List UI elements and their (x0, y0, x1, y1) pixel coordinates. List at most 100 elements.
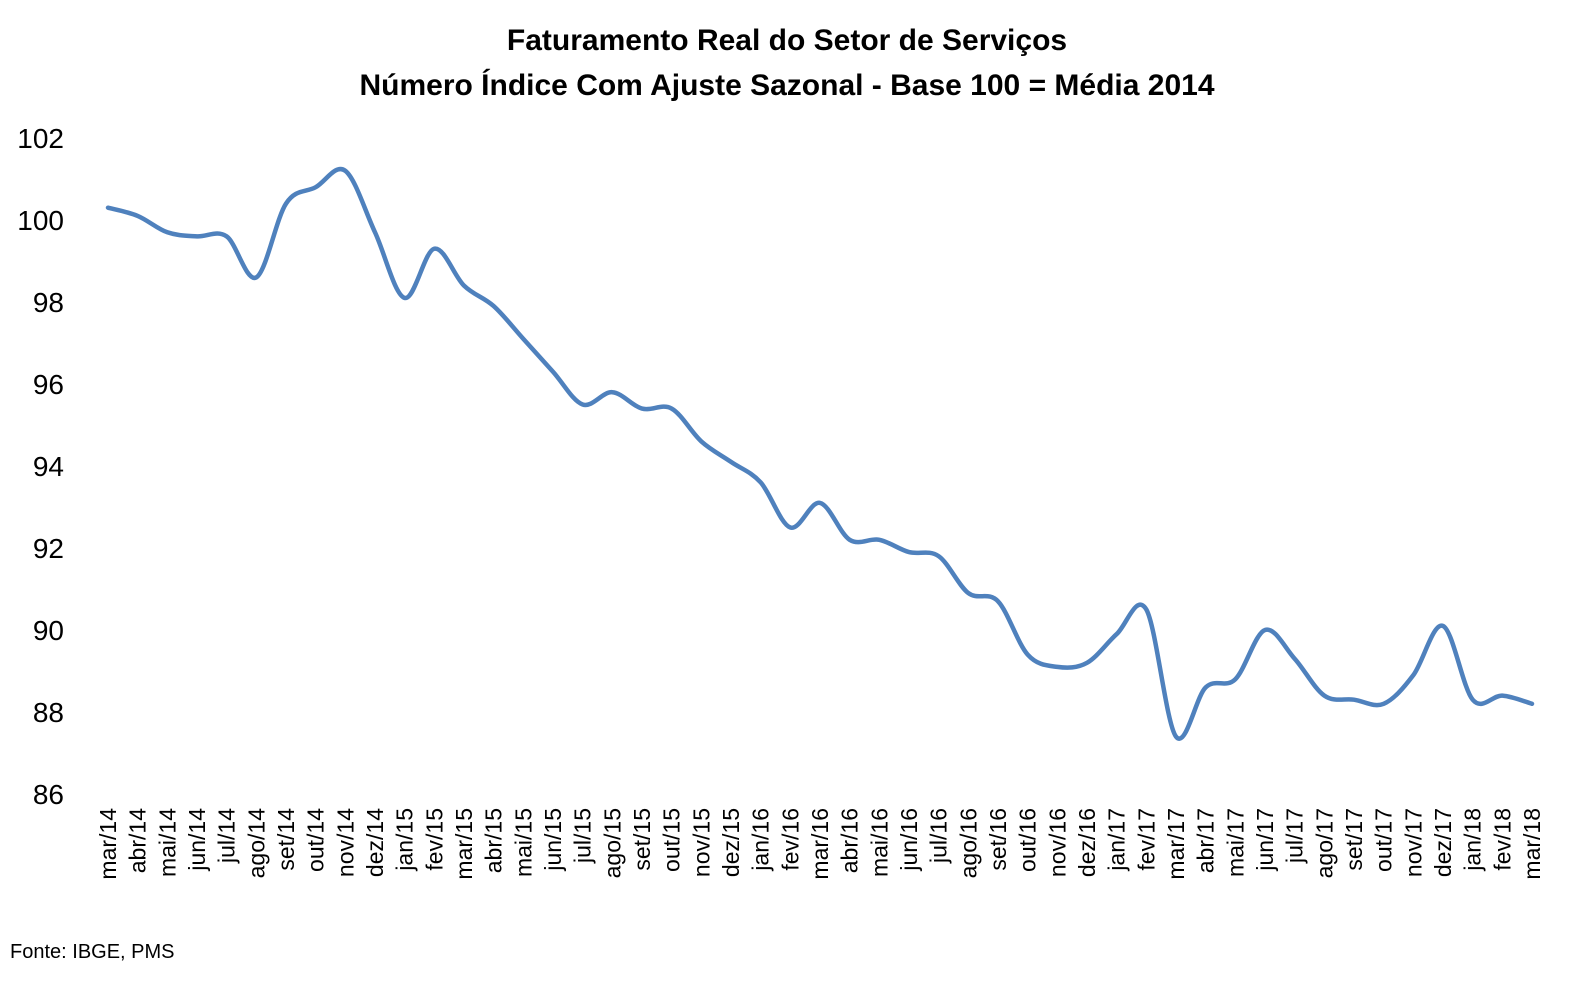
y-tick-label: 88 (33, 697, 64, 728)
data-point (906, 549, 912, 555)
data-point (995, 598, 1001, 604)
data-point (105, 205, 111, 211)
x-tick-label: jan/16 (748, 808, 774, 872)
data-point (1440, 623, 1446, 629)
x-tick-label: abr/15 (481, 808, 507, 873)
x-tick-label: ago/15 (599, 808, 625, 878)
y-axis: 86 88 90 92 94 96 98 100 102 (17, 123, 64, 810)
x-tick-label: mai/16 (866, 808, 892, 877)
chart-subtitle: Número Índice Com Ajuste Sazonal - Base … (359, 68, 1214, 102)
x-tick-label: set/17 (1341, 808, 1367, 871)
x-tick-label: dez/17 (1430, 808, 1456, 877)
x-tick-label: out/17 (1371, 808, 1397, 872)
data-point (698, 438, 704, 444)
y-tick-label: 96 (33, 369, 64, 400)
x-tick-label: jan/17 (1104, 808, 1130, 872)
data-point (520, 336, 526, 342)
data-point (1470, 697, 1476, 703)
x-tick-label: jun/16 (896, 808, 922, 872)
data-point (876, 537, 882, 543)
data-point (609, 389, 615, 395)
data-point (342, 168, 348, 174)
data-point (1232, 676, 1238, 682)
data-point (431, 246, 437, 252)
data-point (1321, 693, 1327, 699)
x-tick-label: mar/14 (95, 808, 121, 880)
x-tick-label: mai/15 (510, 808, 536, 877)
data-point (1351, 697, 1357, 703)
data-point (491, 303, 497, 309)
data-point (253, 274, 259, 280)
data-point (1292, 656, 1298, 662)
x-tick-label: abr/17 (1193, 808, 1219, 873)
x-tick-label: mar/15 (451, 808, 477, 880)
x-tick-label: jun/15 (540, 808, 566, 872)
x-tick-label: mar/18 (1519, 808, 1545, 880)
data-point (1410, 672, 1416, 678)
data-point (1529, 701, 1535, 707)
data-point (669, 406, 675, 412)
y-tick-label: 92 (33, 533, 64, 564)
x-tick-label: jul/15 (570, 808, 596, 864)
chart-title: Faturamento Real do Setor de Serviços (507, 24, 1067, 57)
x-tick-label: jul/16 (926, 808, 952, 864)
x-tick-label: fev/17 (1133, 808, 1159, 871)
data-point (283, 201, 289, 207)
source-note: Fonte: IBGE, PMS (10, 941, 175, 963)
x-tick-label: ago/16 (955, 808, 981, 878)
x-tick-label: jun/14 (184, 808, 210, 872)
data-point (372, 229, 378, 235)
x-axis: mar/14 abr/14 mai/14 jun/14 jul/14 ago/14 set/… (95, 808, 1545, 880)
data-point (936, 553, 942, 559)
data-point (847, 537, 853, 543)
data-point (580, 402, 586, 408)
x-tick-label: set/16 (985, 808, 1011, 871)
x-tick-label: out/16 (1015, 808, 1041, 872)
data-point (135, 213, 141, 219)
data-point (550, 369, 556, 375)
x-tick-label: fev/18 (1489, 808, 1515, 871)
x-tick-label: jan/18 (1460, 808, 1486, 872)
data-point (313, 184, 319, 190)
x-tick-label: out/14 (303, 808, 329, 872)
y-tick-label: 86 (33, 779, 64, 810)
data-point (194, 233, 200, 239)
data-point (1084, 660, 1090, 666)
x-tick-label: nov/15 (688, 808, 714, 877)
data-point (1114, 631, 1120, 637)
data-point (1025, 652, 1031, 658)
data-point (639, 406, 645, 412)
x-tick-label: ago/14 (243, 808, 269, 879)
data-point (1143, 607, 1149, 613)
x-tick-label: jan/15 (392, 808, 418, 872)
data-point (728, 459, 734, 465)
x-tick-label: mai/14 (154, 808, 180, 877)
x-tick-label: set/14 (273, 808, 299, 871)
data-point (1054, 664, 1060, 670)
data-point (1381, 701, 1387, 707)
x-tick-label: nov/16 (1044, 808, 1070, 877)
x-tick-label: dez/14 (362, 808, 388, 877)
data-point (1173, 734, 1179, 740)
x-tick-label: set/15 (629, 808, 655, 871)
x-tick-label: jul/14 (214, 808, 240, 864)
x-tick-label: out/15 (659, 808, 685, 872)
data-point (965, 590, 971, 596)
y-tick-label: 90 (33, 615, 64, 646)
data-point (1499, 693, 1505, 699)
y-tick-label: 98 (33, 287, 64, 318)
series-line (105, 166, 1535, 741)
data-point (1262, 627, 1268, 633)
data-point (758, 479, 764, 485)
x-tick-label: jul/17 (1282, 808, 1308, 864)
x-tick-label: fev/15 (421, 808, 447, 871)
y-tick-label: 100 (17, 205, 64, 236)
data-point (787, 525, 793, 531)
x-tick-label: ago/17 (1311, 808, 1337, 878)
x-tick-label: nov/17 (1400, 808, 1426, 877)
x-tick-label: fev/16 (777, 808, 803, 871)
x-tick-label: nov/14 (332, 808, 358, 877)
x-tick-label: mar/17 (1163, 808, 1189, 880)
x-tick-label: dez/15 (718, 808, 744, 877)
